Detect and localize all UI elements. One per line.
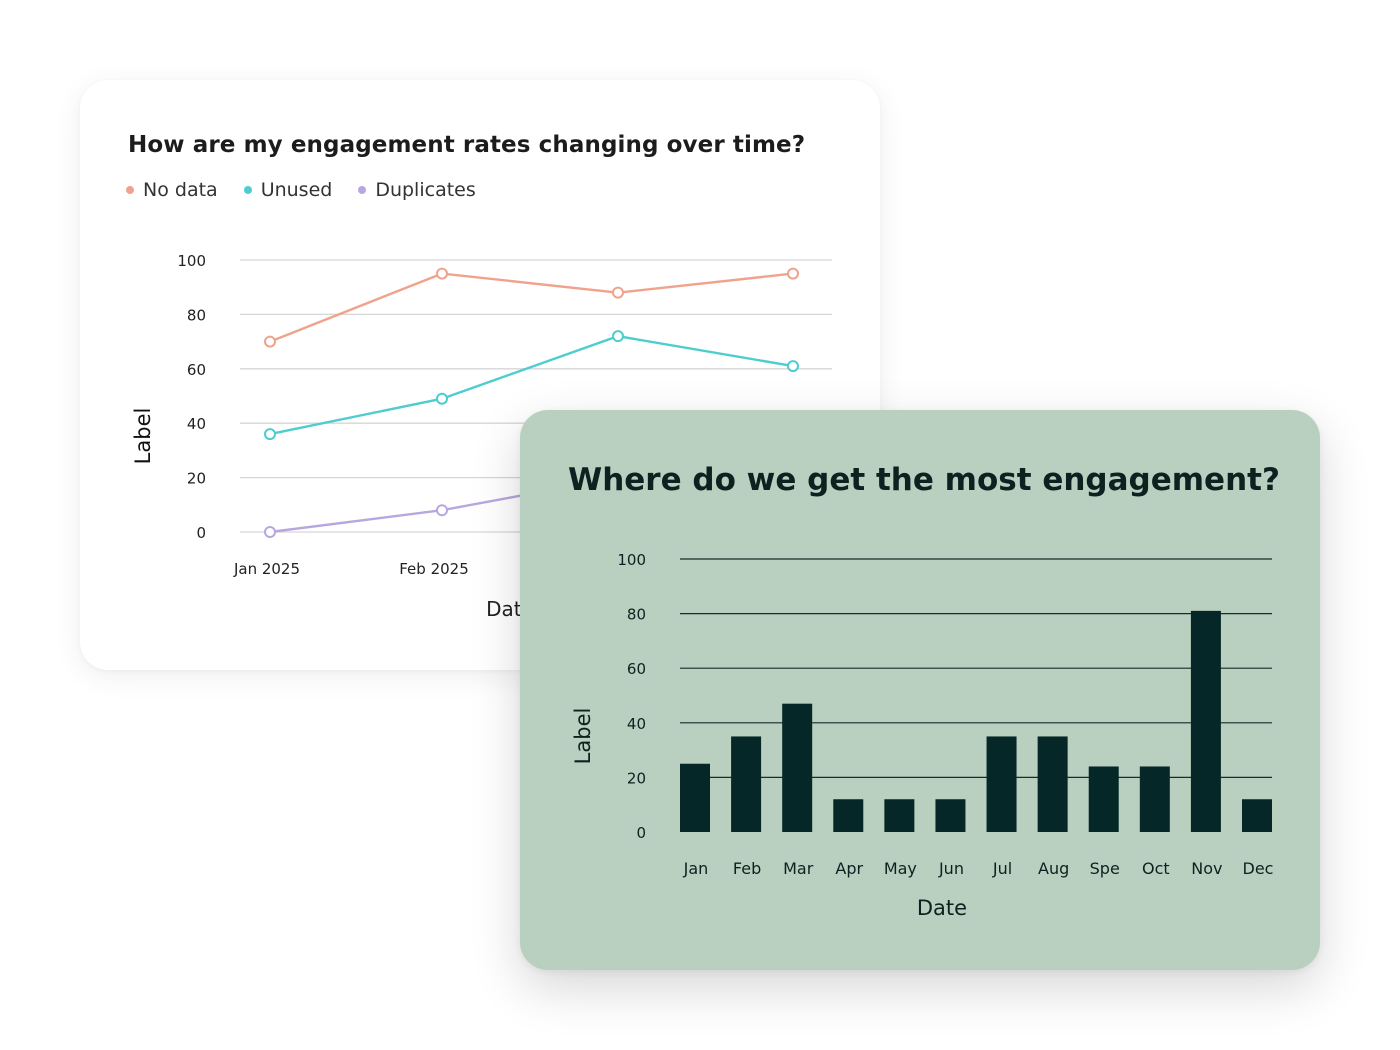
y-axis-label: Label [131, 408, 155, 465]
x-tick-label-1: Feb 2025 [399, 560, 469, 578]
x-tick-label-feb: Feb [733, 859, 761, 878]
bar-chart-plot: 0 20 40 60 80 100 Jan Feb Mar Apr May Jun Jul Aug Spe O… [571, 551, 1274, 920]
bar-feb [731, 736, 762, 832]
legend-label-no-data: No data [143, 179, 218, 201]
legend-label-duplicates: Duplicates [375, 179, 476, 201]
x-tick-label-dec: Dec [1243, 859, 1274, 878]
y-tick-label-80: 80 [187, 306, 206, 324]
x-tick-label-may: May [884, 859, 917, 878]
y-tick-label-80: 80 [627, 606, 646, 624]
series-1-point-0 [264, 428, 276, 441]
legend-item-no-data: No data [126, 179, 218, 201]
y-tick-label-20: 20 [187, 470, 206, 488]
x-tick-label-jan: Jan [683, 859, 709, 878]
legend-dot-unused [243, 186, 252, 194]
y-tick-label-100: 100 [617, 551, 646, 569]
series-0-point-1 [436, 267, 448, 280]
series-0-point-3 [787, 267, 799, 280]
x-tick-label-jun: Jun [938, 859, 964, 878]
x-tick-label-spe: Spe [1090, 859, 1120, 878]
line-chart-legend: No data Unused Duplicates [126, 179, 476, 201]
x-tick-label-jul: Jul [992, 859, 1012, 878]
y-tick-label-100: 100 [177, 252, 206, 270]
y-tick-label-0: 0 [636, 824, 646, 842]
series-line-1 [269, 334, 794, 436]
bar-nov [1190, 610, 1221, 832]
bar-chart-title: Where do we get the most engagement? [568, 462, 1280, 498]
x-axis-label: Date [917, 896, 967, 920]
bar-jan [680, 763, 710, 832]
y-tick-label-20: 20 [627, 769, 646, 787]
legend-item-unused: Unused [243, 179, 333, 201]
series-0-point-0 [264, 335, 276, 348]
y-tick-label-40: 40 [187, 415, 206, 433]
legend-dot-duplicates [358, 186, 367, 194]
bar-mar [782, 703, 813, 832]
y-axis-label: Label [571, 708, 595, 765]
series-1-point-2 [612, 330, 624, 343]
x-tick-label-mar: Mar [783, 859, 814, 878]
series-0-point-2 [612, 286, 624, 299]
legend-item-duplicates: Duplicates [358, 179, 476, 201]
bar-may [884, 799, 915, 832]
series-1-point-1 [436, 392, 448, 405]
x-tick-label-0: Jan 2025 [233, 560, 300, 578]
line-chart-title: How are my engagement rates changing ove… [128, 132, 806, 158]
series-line-0 [269, 272, 794, 343]
y-tick-label-40: 40 [627, 715, 646, 733]
bar-jun [935, 799, 966, 832]
y-tick-label-0: 0 [196, 524, 206, 542]
bar-spe [1088, 766, 1119, 832]
x-tick-label-apr: Apr [835, 859, 863, 878]
series-2-point-1 [436, 504, 448, 517]
series-2-point-0 [264, 526, 276, 538]
bar-jul [986, 736, 1017, 832]
x-tick-label-nov: Nov [1191, 859, 1222, 878]
bar-aug [1037, 736, 1068, 832]
bar-dec [1242, 799, 1272, 832]
y-tick-label-60: 60 [187, 361, 206, 379]
legend-label-unused: Unused [260, 179, 333, 201]
series-1-point-3 [787, 360, 799, 373]
bar-apr [833, 799, 864, 832]
x-tick-label-aug: Aug [1038, 859, 1069, 878]
x-tick-label-oct: Oct [1142, 859, 1170, 878]
bar-oct [1139, 766, 1170, 832]
legend-dot-no-data [126, 186, 134, 194]
bar-chart-card: Where do we get the most engagement? 0 20… [520, 410, 1320, 970]
y-tick-label-60: 60 [627, 660, 646, 678]
